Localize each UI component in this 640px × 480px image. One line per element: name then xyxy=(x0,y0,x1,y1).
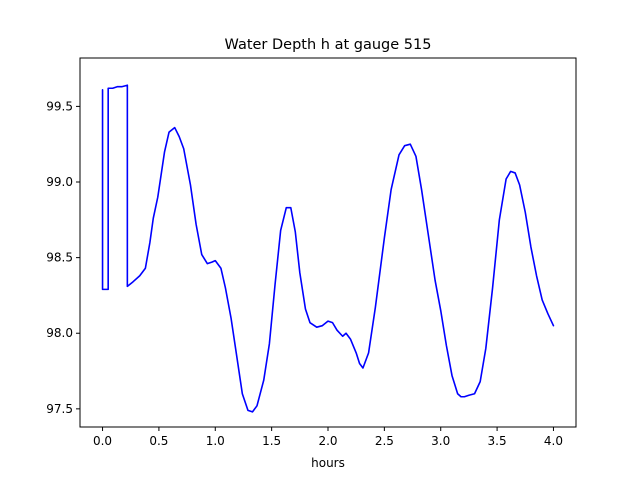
x-tick-label: 2.5 xyxy=(375,434,394,448)
x-tick-label: 3.5 xyxy=(488,434,507,448)
x-tick-label: 1.0 xyxy=(206,434,225,448)
x-tick-label: 1.5 xyxy=(262,434,281,448)
chart-title: Water Depth h at gauge 515 xyxy=(225,37,432,53)
x-tick-label: 0.5 xyxy=(149,434,168,448)
x-tick-label: 4.0 xyxy=(544,434,563,448)
x-tick-label: 2.0 xyxy=(318,434,337,448)
y-tick-label: 98.5 xyxy=(46,251,73,265)
y-tick-label: 98.0 xyxy=(46,326,73,340)
plot-area xyxy=(101,84,555,413)
x-axis-label: hours xyxy=(311,456,345,470)
x-tick-label: 0.0 xyxy=(93,434,112,448)
y-tick-label: 99.5 xyxy=(46,99,73,113)
y-tick-label: 99.0 xyxy=(46,175,73,189)
series-line-0 xyxy=(101,84,555,413)
y-tick-label: 97.5 xyxy=(46,402,73,416)
x-tick-label: 3.0 xyxy=(431,434,450,448)
axis-ticks: 0.0 0.5 1.0 1.5 2.0 2.5 3.0 3.5 4.0 97.5 98.0 98.5 9… xyxy=(46,99,563,448)
plot-frame xyxy=(79,57,577,428)
